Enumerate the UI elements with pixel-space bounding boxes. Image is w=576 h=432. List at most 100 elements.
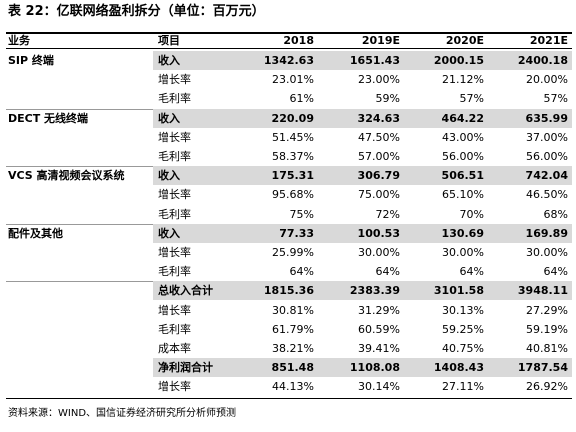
cell: 23.00%	[358, 73, 400, 87]
cell: 72%	[375, 207, 400, 221]
cell: 27.29%	[526, 303, 568, 317]
item: 增长率	[158, 73, 191, 87]
row-shade	[153, 223, 572, 243]
item: 增长率	[158, 130, 191, 144]
cell: 65.10%	[442, 188, 484, 202]
cell: 64%	[459, 265, 484, 279]
cell: 75.00%	[358, 188, 400, 202]
column-header: 项目	[158, 34, 180, 47]
item: 收入	[158, 226, 180, 240]
cell: 324.63	[357, 111, 400, 125]
cell: 60.59%	[358, 322, 400, 336]
row-shade	[153, 358, 572, 378]
cell: 40.75%	[442, 342, 484, 355]
cell: 23.01%	[272, 73, 314, 87]
item: 净利润合计	[158, 361, 213, 375]
cell: 3948.11	[517, 284, 568, 298]
cell: 43.00%	[442, 130, 484, 144]
item: 收入	[158, 169, 180, 183]
cell: 47.50%	[358, 130, 400, 144]
cell: 30.14%	[358, 380, 400, 394]
cell: 39.41%	[358, 342, 400, 355]
cell: 2383.39	[349, 284, 400, 298]
cell: 59.25%	[442, 322, 484, 336]
column-header: 2018	[283, 34, 314, 47]
cell: 25.99%	[272, 246, 314, 259]
cell: 64%	[543, 265, 568, 279]
cell: 20.00%	[526, 73, 568, 87]
cell: 44.13%	[272, 380, 314, 394]
cell: 70%	[459, 207, 484, 221]
item: 收入	[158, 54, 180, 67]
cell: 57.00%	[358, 150, 400, 163]
item: 增长率	[158, 246, 191, 259]
cell: 169.89	[525, 226, 568, 240]
cell: 30.00%	[526, 246, 568, 259]
cell: 58.37%	[272, 150, 314, 163]
column-header: 业务	[8, 34, 30, 47]
cell: 38.21%	[272, 342, 314, 355]
cell: 56.00%	[442, 150, 484, 163]
cell: 742.04	[525, 169, 568, 183]
row-shade	[153, 51, 572, 70]
cell: 506.51	[441, 169, 484, 183]
cell: 30.00%	[442, 246, 484, 259]
cell: 37.00%	[526, 130, 568, 144]
cell: 1108.08	[349, 361, 400, 375]
cell: 851.48	[271, 361, 314, 375]
cell: 64%	[289, 265, 314, 279]
cell: 27.11%	[442, 380, 484, 394]
item: 收入	[158, 111, 180, 125]
source: 资料来源：WIND、国信证券经济研究所分析师预测	[8, 408, 237, 419]
cell: 26.92%	[526, 380, 568, 394]
cell: 61%	[289, 92, 314, 106]
segment: DECT 无线终端	[8, 111, 89, 125]
cell: 30.00%	[358, 246, 400, 259]
cell: 61.79%	[272, 322, 314, 336]
item: 总收入合计	[158, 284, 213, 298]
cell: 46.50%	[526, 188, 568, 202]
segment: 配件及其他	[8, 226, 63, 240]
item: 成本率	[158, 342, 191, 355]
item: 增长率	[158, 188, 191, 202]
cell: 30.81%	[272, 303, 314, 317]
cell: 3101.58	[433, 284, 484, 298]
segment: VCS 高清视频会议系统	[8, 169, 125, 183]
item: 增长率	[158, 303, 191, 317]
cell: 1342.63	[263, 54, 314, 67]
cell: 56.00%	[526, 150, 568, 163]
cell: 2000.15	[433, 54, 484, 67]
cell: 57%	[459, 92, 484, 106]
cell: 100.53	[357, 226, 400, 240]
cell: 130.69	[441, 226, 484, 240]
cell: 75%	[289, 207, 314, 221]
item: 毛利率	[158, 265, 191, 279]
item: 增长率	[158, 380, 191, 394]
cell: 95.68%	[272, 188, 314, 202]
cell: 51.45%	[272, 130, 314, 144]
cell: 1651.43	[349, 54, 400, 67]
item: 毛利率	[158, 92, 191, 106]
column-header: 2020E	[445, 34, 484, 47]
item: 毛利率	[158, 207, 191, 221]
cell: 464.22	[441, 111, 484, 125]
cell: 306.79	[357, 169, 400, 183]
bottom-rule	[6, 397, 572, 399]
title: 表 22：亿联网络盈利拆分（单位：百万元）	[8, 4, 265, 19]
header-rule	[6, 48, 572, 49]
cell: 59%	[375, 92, 400, 106]
row-shade	[153, 108, 572, 128]
cell: 1815.36	[263, 284, 314, 298]
top-rule	[6, 32, 572, 34]
cell: 2400.18	[517, 54, 568, 67]
cell: 175.31	[271, 169, 314, 183]
cell: 68%	[543, 207, 568, 221]
cell: 40.81%	[526, 342, 568, 355]
cell: 30.13%	[442, 303, 484, 317]
row-shade	[153, 281, 572, 301]
item: 毛利率	[158, 322, 191, 336]
row-shade	[153, 166, 572, 186]
cell: 64%	[375, 265, 400, 279]
cell: 220.09	[271, 111, 314, 125]
